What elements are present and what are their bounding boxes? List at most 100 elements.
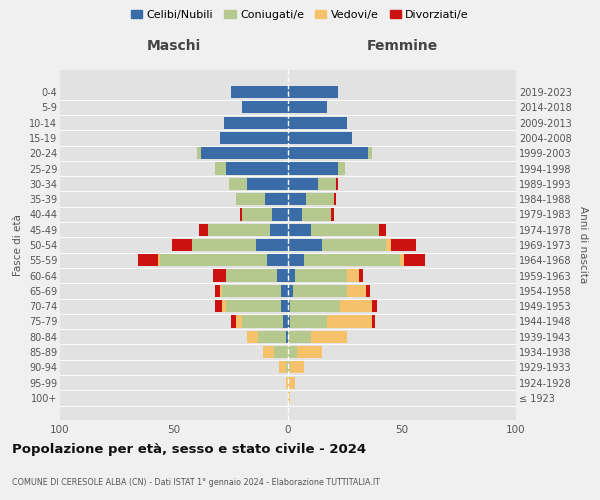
Bar <box>256 239 288 251</box>
Bar <box>279 362 286 374</box>
Bar <box>231 86 288 98</box>
Bar <box>192 239 256 251</box>
Bar <box>242 316 283 328</box>
Bar <box>236 193 265 205</box>
Bar <box>286 362 288 374</box>
Bar <box>236 316 242 328</box>
Bar <box>288 362 290 374</box>
Bar <box>277 270 288 281</box>
Bar <box>208 224 270 236</box>
Bar <box>302 208 331 220</box>
Bar <box>224 116 288 128</box>
Bar <box>288 270 295 281</box>
Bar <box>231 316 236 328</box>
Bar <box>288 316 290 328</box>
Bar <box>379 224 386 236</box>
Bar <box>242 101 288 114</box>
Bar <box>265 193 288 205</box>
Y-axis label: Fasce di età: Fasce di età <box>13 214 23 276</box>
Bar <box>247 330 259 343</box>
Bar <box>359 270 363 281</box>
Text: Popolazione per età, sesso e stato civile - 2024: Popolazione per età, sesso e stato civil… <box>12 442 366 456</box>
Bar <box>288 239 322 251</box>
Bar <box>290 362 304 374</box>
Bar <box>283 316 288 328</box>
Bar <box>322 239 386 251</box>
Bar <box>331 208 334 220</box>
Text: COMUNE DI CERESOLE ALBA (CN) - Dati ISTAT 1° gennaio 2024 - Elaborazione TUTTITA: COMUNE DI CERESOLE ALBA (CN) - Dati ISTA… <box>12 478 380 487</box>
Bar <box>160 254 268 266</box>
Bar <box>272 208 288 220</box>
Bar <box>288 376 295 389</box>
Bar <box>365 285 370 297</box>
Bar <box>281 300 288 312</box>
Bar <box>404 254 425 266</box>
Bar <box>327 316 373 328</box>
Bar <box>293 285 347 297</box>
Bar <box>288 392 290 404</box>
Bar <box>295 270 347 281</box>
Bar <box>288 254 304 266</box>
Bar <box>137 254 158 266</box>
Bar <box>334 193 336 205</box>
Bar <box>340 300 373 312</box>
Bar <box>317 178 336 190</box>
Bar <box>226 162 288 174</box>
Y-axis label: Anni di nascita: Anni di nascita <box>578 206 589 284</box>
Bar <box>215 285 220 297</box>
Text: Maschi: Maschi <box>147 38 201 52</box>
Bar <box>270 224 288 236</box>
Bar <box>281 285 288 297</box>
Bar <box>202 147 288 160</box>
Bar <box>288 330 311 343</box>
Bar <box>338 162 345 174</box>
Bar <box>263 346 274 358</box>
Bar <box>290 300 340 312</box>
Bar <box>220 285 222 297</box>
Bar <box>373 316 374 328</box>
Bar <box>274 346 288 358</box>
Bar <box>222 300 226 312</box>
Bar <box>304 254 400 266</box>
Bar <box>288 208 302 220</box>
Bar <box>268 254 288 266</box>
Bar <box>158 254 160 266</box>
Bar <box>373 300 377 312</box>
Bar <box>213 270 226 281</box>
Bar <box>288 132 352 144</box>
Bar <box>288 162 338 174</box>
Bar <box>391 239 416 251</box>
Bar <box>297 346 322 358</box>
Bar <box>199 224 208 236</box>
Bar <box>368 147 373 160</box>
Bar <box>336 178 338 190</box>
Bar <box>215 162 226 174</box>
Text: Femmine: Femmine <box>367 38 437 52</box>
Bar <box>288 193 306 205</box>
Legend: Celibi/Nubili, Coniugati/e, Vedovi/e, Divorziati/e: Celibi/Nubili, Coniugati/e, Vedovi/e, Di… <box>127 6 473 25</box>
Bar <box>226 300 281 312</box>
Bar <box>286 376 288 389</box>
Bar <box>242 208 272 220</box>
Bar <box>240 208 242 220</box>
Bar <box>226 270 277 281</box>
Bar <box>347 285 365 297</box>
Bar <box>400 254 404 266</box>
Bar <box>311 330 347 343</box>
Bar <box>386 239 391 251</box>
Bar <box>288 300 290 312</box>
Bar <box>288 224 311 236</box>
Bar <box>215 300 222 312</box>
Bar <box>288 285 293 297</box>
Bar <box>347 270 359 281</box>
Bar <box>288 178 317 190</box>
Bar <box>288 346 297 358</box>
Bar <box>259 330 286 343</box>
Bar <box>288 147 368 160</box>
Bar <box>288 101 327 114</box>
Bar <box>222 285 281 297</box>
Bar <box>288 116 347 128</box>
Bar <box>172 239 192 251</box>
Bar <box>229 178 247 190</box>
Bar <box>306 193 334 205</box>
